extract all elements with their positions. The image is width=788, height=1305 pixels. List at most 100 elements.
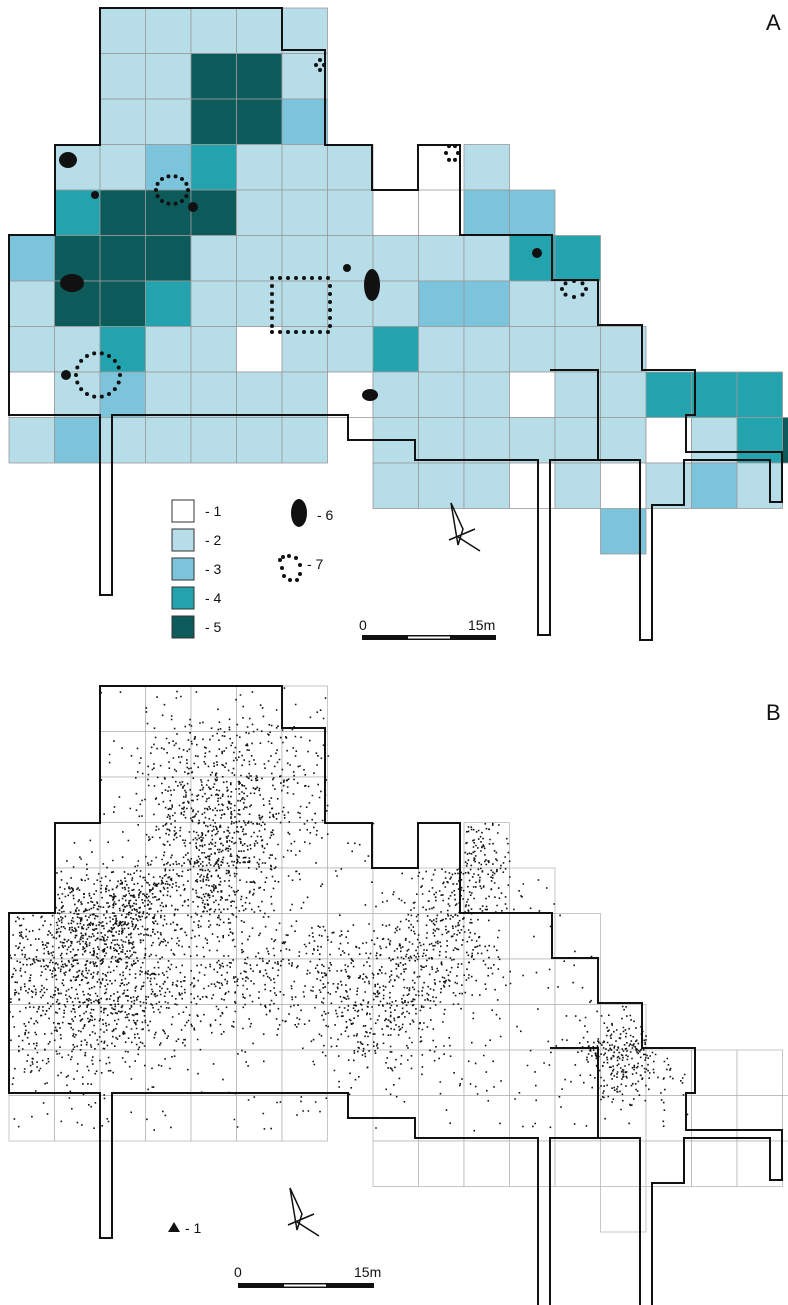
grid-cell (99, 1004, 146, 1051)
grid-cell (327, 867, 374, 914)
grid-cell (281, 776, 328, 823)
grid-cell (99, 685, 146, 732)
grid-cell (736, 371, 783, 418)
grid-cell (190, 1049, 237, 1096)
grid-cell (281, 417, 328, 464)
grid-cell (645, 417, 692, 464)
panel-b-scale-bar: 0 15m (234, 1264, 381, 1288)
pit (59, 152, 77, 168)
pit (343, 264, 351, 272)
dotted-ring-icon (278, 554, 302, 582)
legend-swatch-4 (171, 586, 195, 610)
grid-cell (327, 958, 374, 1005)
grid-cell (236, 326, 283, 373)
grid-cell (190, 417, 237, 464)
dotted-ring (444, 144, 460, 162)
grid-cell (509, 417, 556, 464)
grid-cell (372, 1004, 419, 1051)
grid-cell (554, 1095, 601, 1142)
grid-cell (418, 958, 465, 1005)
grid-cell (509, 1049, 556, 1096)
panel-a-scale-bar: 0 15m (359, 617, 496, 640)
grid-cell (509, 867, 556, 914)
grid-cell (463, 189, 510, 236)
grid-cell (190, 98, 237, 145)
grid-cell (372, 371, 419, 418)
trench-outline (550, 369, 599, 460)
grid-cell (281, 326, 328, 373)
grid-cell (54, 235, 101, 282)
panel-b-legend-label: - 1 (185, 1220, 202, 1236)
grid-cell (281, 98, 328, 145)
grid-cell (236, 731, 283, 778)
grid-cell (554, 326, 601, 373)
grid-cell (54, 371, 101, 418)
grid-cell (418, 326, 465, 373)
grid-cell (418, 417, 465, 464)
grid-cell (8, 417, 55, 464)
grid-cell (691, 1140, 738, 1187)
scale-a-start: 0 (359, 617, 367, 633)
grid-cell (145, 913, 192, 960)
grid-cell (463, 462, 510, 509)
grid-cell (554, 958, 601, 1005)
grid-cell (736, 1095, 783, 1142)
grid-cell (418, 371, 465, 418)
pit-legend-label: - 6 (317, 507, 334, 523)
grid-cell (99, 53, 146, 100)
grid-cell (509, 1095, 556, 1142)
grid-cell (554, 1140, 601, 1187)
grid-cell (463, 280, 510, 327)
grid-cell (145, 1095, 192, 1142)
grid-cell (327, 235, 374, 282)
grid-cell (281, 1095, 328, 1142)
grid-cell (645, 1049, 692, 1096)
grid-cell (145, 326, 192, 373)
grid-cell (691, 1095, 738, 1142)
grid-cell (145, 685, 192, 732)
panel-a-outline (8, 7, 783, 641)
grid-cell (645, 371, 692, 418)
grid-cell (327, 189, 374, 236)
site-outline (8, 7, 783, 641)
panel-a-features (59, 58, 588, 401)
grid-cell (99, 144, 146, 191)
grid-cell (327, 913, 374, 960)
grid-cell (463, 958, 510, 1005)
dotted-ring (560, 279, 588, 299)
grid-cell (463, 1004, 510, 1051)
grid-cell (281, 1049, 328, 1096)
grid-cell (372, 1049, 419, 1096)
grid-cell (418, 867, 465, 914)
grid-cell (372, 958, 419, 1005)
grid-cell (327, 1004, 374, 1051)
grid-cell (509, 326, 556, 373)
panel-b: B - 1 0 15m (8, 685, 788, 1305)
grid-cell (281, 7, 328, 54)
grid-cell (236, 822, 283, 869)
grid-cell (463, 326, 510, 373)
grid-cell (418, 280, 465, 327)
grid-cell (99, 371, 146, 418)
legend-label-3: - 3 (205, 561, 222, 577)
triangle-icon (168, 1222, 180, 1232)
grid-cell (236, 913, 283, 960)
grid-cell (190, 326, 237, 373)
pit (60, 274, 84, 292)
dotted-ring (314, 58, 326, 72)
grid-cell (99, 189, 146, 236)
grid-cell (418, 1095, 465, 1142)
grid-cell (236, 371, 283, 418)
grid-cell (281, 144, 328, 191)
grid-cell (99, 776, 146, 823)
grid-cell (372, 280, 419, 327)
grid-cell (190, 7, 237, 54)
grid-cell (372, 189, 419, 236)
panel-b-legend: - 1 (168, 1220, 202, 1236)
grid-cell (554, 462, 601, 509)
grid-cell (600, 371, 647, 418)
grid-cell (54, 1004, 101, 1051)
grid-cell (782, 1095, 788, 1142)
grid-cell (691, 371, 738, 418)
legend-label-1: - 1 (205, 503, 222, 519)
